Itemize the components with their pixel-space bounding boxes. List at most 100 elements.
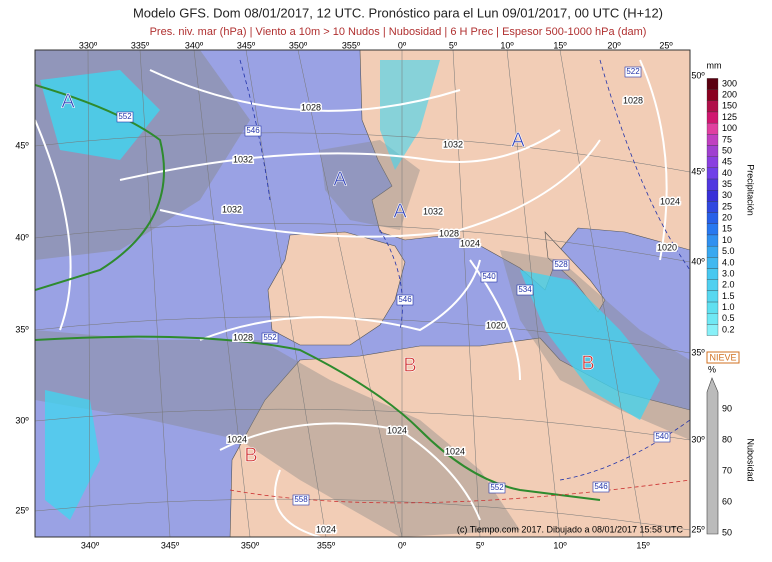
precip-level: 20 bbox=[722, 213, 732, 223]
thickness-box bbox=[261, 332, 279, 344]
isobar-label: 1032 bbox=[443, 139, 463, 149]
thickness-label: 540 bbox=[482, 272, 496, 281]
precip-swatch bbox=[706, 290, 719, 303]
lon-label: 5º bbox=[476, 540, 485, 550]
thickness-box bbox=[516, 284, 534, 296]
lon-label: 340º bbox=[81, 540, 100, 550]
precip-level: 75 bbox=[722, 134, 732, 144]
thickness-label: 540 bbox=[655, 432, 669, 441]
precip-level: 0.2 bbox=[722, 324, 735, 334]
lon-label: 5º bbox=[449, 40, 458, 50]
precip-level: 100 bbox=[722, 123, 737, 133]
lon-label: 20º bbox=[607, 40, 621, 50]
precip-swatch bbox=[706, 279, 719, 292]
precip-swatch bbox=[706, 178, 719, 191]
precip-swatch bbox=[706, 201, 719, 213]
precip-swatch bbox=[706, 234, 719, 247]
precip-level: 1.5 bbox=[722, 291, 735, 301]
map bbox=[34, 49, 691, 538]
thickness-label: 552 bbox=[490, 483, 504, 492]
lon-label: 10º bbox=[500, 40, 514, 50]
thickness-label: 546 bbox=[398, 295, 412, 304]
precip-level: 10 bbox=[722, 235, 732, 245]
thickness-label: 558 bbox=[294, 495, 308, 504]
lon-label: 0º bbox=[398, 540, 407, 550]
footer: (c) Tiempo.com 2017. Dibujado a 08/01/20… bbox=[457, 524, 684, 534]
isobar-label: 1028 bbox=[301, 102, 321, 112]
thickness-552 bbox=[35, 84, 601, 501]
isobar-label: 1024 bbox=[660, 196, 680, 206]
precip-level: 125 bbox=[722, 112, 737, 122]
cloud-level: 80 bbox=[722, 434, 732, 444]
isobar-label: 1020 bbox=[486, 320, 506, 330]
lat-label: 30º bbox=[15, 415, 29, 425]
precip-swatch bbox=[706, 313, 719, 325]
lat-label: 45º bbox=[15, 140, 29, 150]
thickness-box bbox=[552, 259, 570, 271]
lon-label: 345º bbox=[161, 540, 180, 550]
lon-label: 350º bbox=[241, 540, 260, 550]
cloud bbox=[35, 330, 520, 537]
precip-level: 0.5 bbox=[722, 313, 735, 323]
precip bbox=[520, 270, 660, 420]
pressure-center: B bbox=[403, 354, 416, 376]
thickness-box bbox=[396, 294, 414, 306]
thickness-box bbox=[488, 482, 506, 494]
lon-label: 340º bbox=[185, 40, 204, 50]
cloud-level: 50 bbox=[722, 527, 732, 537]
precip-swatch bbox=[706, 324, 719, 336]
cloud-title: Nubosidad bbox=[746, 438, 756, 481]
thickness-box bbox=[480, 271, 498, 283]
lat-label: 25º bbox=[15, 505, 29, 515]
isobar-label: 1032 bbox=[233, 154, 253, 164]
thickness-label: 552 bbox=[118, 112, 132, 121]
precip-level: 300 bbox=[722, 78, 737, 88]
thickness-box bbox=[624, 66, 642, 78]
lon-label: 15º bbox=[636, 540, 650, 550]
precip-swatch bbox=[706, 257, 719, 269]
precip-swatch bbox=[706, 100, 719, 113]
precip-swatch bbox=[706, 301, 719, 314]
lon-label: 355º bbox=[342, 40, 361, 50]
cloud-level: 90 bbox=[722, 403, 732, 413]
pressure-center: A bbox=[333, 168, 347, 190]
precip-level: 50 bbox=[722, 145, 732, 155]
precip-swatch bbox=[706, 89, 719, 101]
pressure-center: A bbox=[511, 129, 525, 151]
thickness-label: 546 bbox=[246, 126, 260, 135]
cloud-scale bbox=[706, 377, 719, 535]
isobar-label: 1028 bbox=[439, 228, 459, 238]
precip-level: 15 bbox=[722, 224, 732, 234]
isobar-label: 1028 bbox=[233, 332, 253, 342]
precip-swatch bbox=[706, 167, 719, 180]
precip-level: 150 bbox=[722, 101, 737, 111]
lat-label: 30º bbox=[691, 434, 705, 444]
lon-label: 10º bbox=[553, 540, 567, 550]
snow-label: NIEVE bbox=[709, 352, 736, 362]
lon-label: 15º bbox=[553, 40, 567, 50]
precip-swatch bbox=[706, 145, 719, 157]
isobar-label: 1020 bbox=[657, 242, 677, 252]
lat-label: 25º bbox=[691, 524, 705, 534]
map-frame bbox=[34, 49, 691, 538]
precip-swatch bbox=[706, 212, 719, 224]
thickness-box bbox=[292, 494, 310, 506]
isobar-label: 1024 bbox=[227, 434, 247, 444]
thickness-label: 546 bbox=[594, 482, 608, 491]
lat-label: 50º bbox=[691, 70, 705, 80]
isobar-label: 1024 bbox=[445, 446, 465, 456]
thickness-box bbox=[116, 111, 134, 123]
precip-swatch bbox=[706, 134, 719, 146]
precip-swatch bbox=[706, 122, 719, 135]
isobar-label: 1028 bbox=[623, 95, 643, 105]
lon-label: 355º bbox=[317, 540, 336, 550]
precip-level: 35 bbox=[722, 179, 732, 189]
precip-level: 4.0 bbox=[722, 257, 735, 267]
precip-swatch bbox=[706, 190, 719, 202]
lat-label: 35º bbox=[15, 324, 29, 334]
cloud-unit: % bbox=[708, 364, 716, 374]
precip-level: 3.0 bbox=[722, 268, 735, 278]
precip-level: 5.0 bbox=[722, 246, 735, 256]
lat-label: 40º bbox=[691, 256, 705, 266]
